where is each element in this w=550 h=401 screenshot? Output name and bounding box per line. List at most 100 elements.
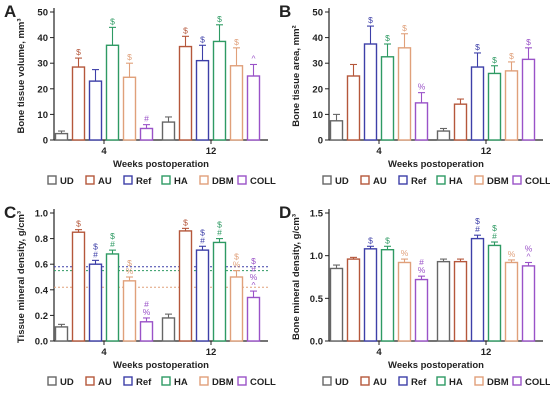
significance-label: $: [492, 223, 497, 233]
bar-ha: [487, 72, 502, 141]
y-tick-label: 0: [43, 136, 48, 147]
legend-label-dbm: DBM: [487, 176, 509, 187]
legend-label-dbm: DBM: [212, 176, 234, 187]
legend-swatch-au: [85, 376, 95, 386]
bar-ha: [212, 241, 227, 342]
legend-label-ha: HA: [174, 377, 188, 388]
y-tick-label: 20: [312, 84, 323, 95]
legend-label-coll: COLL: [250, 176, 276, 187]
significance-label: $: [183, 25, 188, 35]
y-tick-label: 1.0: [35, 209, 48, 220]
legend-label-au: AU: [373, 176, 387, 187]
bar-dbm: [122, 76, 137, 141]
legend-swatch-coll: [237, 175, 247, 185]
bar-au: [346, 75, 361, 141]
significance-label: #: [110, 239, 115, 249]
bar-ud: [161, 317, 176, 342]
significance-label: $: [110, 231, 115, 241]
bar-coll: [246, 75, 261, 141]
significance-label: $: [385, 33, 390, 43]
legend-label-ha: HA: [449, 176, 463, 187]
bar-ref: [88, 80, 103, 141]
legend-swatch-au: [85, 175, 95, 185]
legend-swatch-dbm: [199, 175, 209, 185]
bar-ud: [54, 132, 69, 141]
significance-label: %: [418, 265, 426, 275]
legend-swatch-au: [360, 376, 370, 386]
x-tick-label: 4: [101, 146, 107, 157]
legend-label-dbm: DBM: [212, 377, 234, 388]
chart-svg-a: 0 10 20 30 40 50 Bone tissue volume, mm³ $ $ $ #4 $…: [16, 8, 276, 188]
legend-swatch-dbm: [199, 376, 209, 386]
legend-label-ref: Ref: [136, 176, 152, 187]
panel-label-d: D: [279, 203, 292, 222]
bar-ref: [363, 43, 378, 141]
bar-ref: [195, 59, 210, 141]
significance-label: $: [200, 227, 205, 237]
legend-swatch-ref: [123, 175, 133, 185]
x-tick-label: 4: [376, 347, 382, 358]
legend-label-au: AU: [98, 176, 112, 187]
legend-swatch-ha: [161, 376, 171, 386]
bar-dbm: [504, 70, 519, 141]
significance-label: #: [144, 114, 149, 124]
chart-svg-b: 0 10 20 30 40 50 Bone tissue area, mm² $ $ $% 4 $ $ $…: [291, 8, 550, 188]
y-axis-label: Bone tissue area, mm²: [291, 25, 302, 126]
bar-coll: [521, 58, 536, 141]
legend-label-ud: UD: [60, 176, 74, 187]
legend-swatch-dbm: [474, 175, 484, 185]
x-axis-label: Weeks postoperation: [113, 360, 209, 371]
bar-au: [178, 45, 193, 141]
legend-swatch-ud: [47, 175, 57, 185]
significance-label: %: [143, 307, 151, 317]
significance-label: $: [234, 252, 239, 262]
x-axis-label: Weeks postoperation: [388, 159, 484, 170]
y-tick-label: 0: [318, 136, 323, 147]
bar-ref: [363, 248, 378, 342]
bar-coll: [139, 321, 154, 342]
y-tick-label: 20: [37, 84, 48, 95]
chart-panel-a: 0 10 20 30 40 50 Bone tissue volume, mm³ $ $ $ #4 $…: [0, 0, 276, 200]
legend-swatch-coll: [512, 376, 522, 386]
x-axis-label: Weeks postoperation: [388, 360, 484, 371]
legend-label-au: AU: [373, 377, 387, 388]
legend-label-au: AU: [98, 377, 112, 388]
bar-ud: [54, 326, 69, 342]
significance-label: #: [200, 235, 205, 245]
panel-label-b: B: [279, 2, 292, 21]
significance-label: $: [110, 16, 115, 26]
legend-label-coll: COLL: [525, 176, 550, 187]
significance-label: $: [492, 55, 497, 65]
bar-dbm: [504, 261, 519, 342]
significance-label: $: [127, 52, 132, 62]
bar-coll: [521, 265, 536, 342]
significance-label: %: [418, 82, 426, 92]
y-tick-label: 30: [37, 59, 48, 70]
legend-swatch-coll: [237, 376, 247, 386]
bar-coll: [414, 102, 429, 141]
bar-ha: [380, 248, 395, 342]
significance-label: $: [368, 235, 373, 245]
y-axis-label: Tissue mineral density, g/cm³: [16, 211, 27, 343]
bar-ref: [470, 237, 485, 342]
bar-ud: [436, 260, 451, 342]
y-tick-label: 40: [37, 33, 48, 44]
significance-label: #: [492, 231, 497, 241]
legend-swatch-coll: [512, 175, 522, 185]
x-tick-label: 4: [101, 347, 107, 358]
significance-label: %: [250, 272, 258, 282]
legend-swatch-ha: [436, 376, 446, 386]
bar-ha: [105, 253, 120, 342]
x-tick-label: 12: [481, 146, 492, 157]
legend-label-coll: COLL: [250, 377, 276, 388]
significance-label: $: [475, 216, 480, 226]
significance-label: #: [93, 249, 98, 259]
significance-label: ^: [252, 280, 256, 290]
significance-label: $: [183, 217, 188, 227]
bar-dbm: [122, 280, 137, 342]
y-tick-label: 1.0: [310, 251, 323, 262]
chart-panel-b: 0 10 20 30 40 50 Bone tissue area, mm² $ $ $% 4 $ $ $…: [275, 0, 550, 200]
legend-label-coll: COLL: [525, 377, 550, 388]
significance-label: %: [233, 260, 241, 270]
y-tick-label: 30: [312, 59, 323, 70]
